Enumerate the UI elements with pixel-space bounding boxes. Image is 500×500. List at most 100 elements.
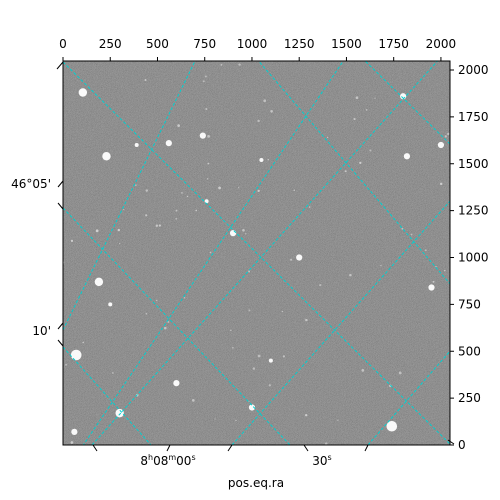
grid-line (367, 350, 450, 445)
faint-star (290, 258, 293, 261)
star (428, 284, 435, 291)
faint-star (95, 229, 99, 233)
faint-star (214, 418, 216, 420)
star (71, 428, 78, 435)
faint-star (349, 273, 352, 277)
faint-star (167, 321, 170, 323)
faint-star (175, 218, 178, 220)
grid-line (63, 346, 152, 445)
faint-star (145, 312, 148, 315)
ra-tick-label: 8h08m00s (140, 453, 195, 468)
faint-star (444, 270, 446, 272)
faint-star (70, 239, 74, 243)
faint-star (209, 251, 212, 254)
faint-star (186, 195, 189, 198)
top-tick-label: 1500 (331, 37, 362, 51)
faint-star (177, 124, 181, 127)
star (403, 153, 411, 160)
top-tick-label: 1750 (378, 37, 409, 51)
faint-star (119, 242, 121, 245)
faint-star (374, 97, 376, 100)
faint-star (220, 64, 223, 66)
right-tick-label: 1750 (458, 110, 489, 124)
faint-star (435, 266, 437, 268)
star (259, 158, 264, 162)
faint-star (380, 264, 382, 267)
star (115, 408, 124, 418)
star (386, 420, 398, 432)
faint-star (183, 296, 186, 299)
plot-frame (62, 60, 451, 446)
star (165, 140, 172, 147)
faint-star (369, 149, 372, 152)
faint-star (144, 79, 147, 81)
faint-star (304, 413, 308, 417)
faint-star (401, 227, 404, 230)
right-pixel-axis: 0 250 500 750 1000 1250 1500 1750 2000 (450, 63, 489, 452)
star-field (63, 63, 450, 445)
faint-star (195, 209, 197, 212)
faint-star (163, 326, 167, 330)
star (78, 88, 88, 97)
faint-star (344, 170, 347, 173)
ra-tick-mark (92, 444, 98, 452)
faint-star (432, 280, 435, 283)
right-tick-label: 1500 (458, 157, 489, 171)
right-tick-label: 2000 (458, 63, 489, 77)
top-tick-label: 2000 (426, 37, 457, 51)
faint-star (117, 228, 120, 232)
right-tick-label: 1250 (458, 204, 489, 218)
faint-star (175, 209, 178, 212)
faint-star (248, 309, 251, 312)
faint-star (204, 75, 207, 78)
top-tick-label: 1000 (237, 37, 268, 51)
faint-star (267, 159, 269, 161)
faint-star (248, 270, 250, 273)
faint-star (355, 96, 359, 100)
star (248, 404, 256, 411)
faint-star (202, 80, 205, 83)
faint-star (207, 178, 209, 180)
star (268, 358, 273, 363)
top-tick-label: 250 (99, 37, 122, 51)
star (134, 143, 139, 147)
faint-star (65, 363, 67, 366)
faint-star (270, 110, 273, 113)
top-tick-label: 1250 (284, 37, 315, 51)
faint-star (424, 249, 427, 252)
dec-tick-mark (57, 322, 64, 330)
faint-star (238, 63, 241, 66)
faint-star (327, 136, 329, 139)
grid-line (364, 61, 450, 145)
ra-tick-mark (227, 444, 233, 452)
dec-tick-mark (57, 202, 64, 210)
star (94, 277, 104, 287)
grid-line (257, 61, 450, 285)
faint-star (135, 184, 137, 186)
faint-star (308, 206, 311, 208)
star (296, 254, 303, 261)
faint-star (281, 310, 283, 313)
faint-star (365, 108, 368, 111)
right-tick-label: 500 (458, 344, 481, 358)
faint-star (156, 299, 158, 302)
faint-star (337, 419, 339, 421)
star (229, 230, 237, 237)
dec-tick-label: 10' (32, 324, 51, 338)
faint-star (207, 162, 210, 165)
ra-tick-marks (92, 439, 455, 452)
faint-star (70, 441, 74, 444)
faint-star (268, 384, 272, 387)
ra-tick-mark (364, 444, 369, 452)
faint-star (359, 161, 362, 165)
faint-star (306, 319, 308, 321)
dec-axis: 46°05' 10' (11, 61, 64, 347)
star (70, 349, 82, 361)
star (199, 132, 206, 139)
star (437, 141, 445, 149)
right-tick-label: 0 (458, 438, 466, 452)
ra-tick-mark (447, 439, 455, 445)
grid-line (63, 61, 196, 331)
faint-star (263, 99, 267, 103)
coordinate-grid (63, 61, 450, 445)
